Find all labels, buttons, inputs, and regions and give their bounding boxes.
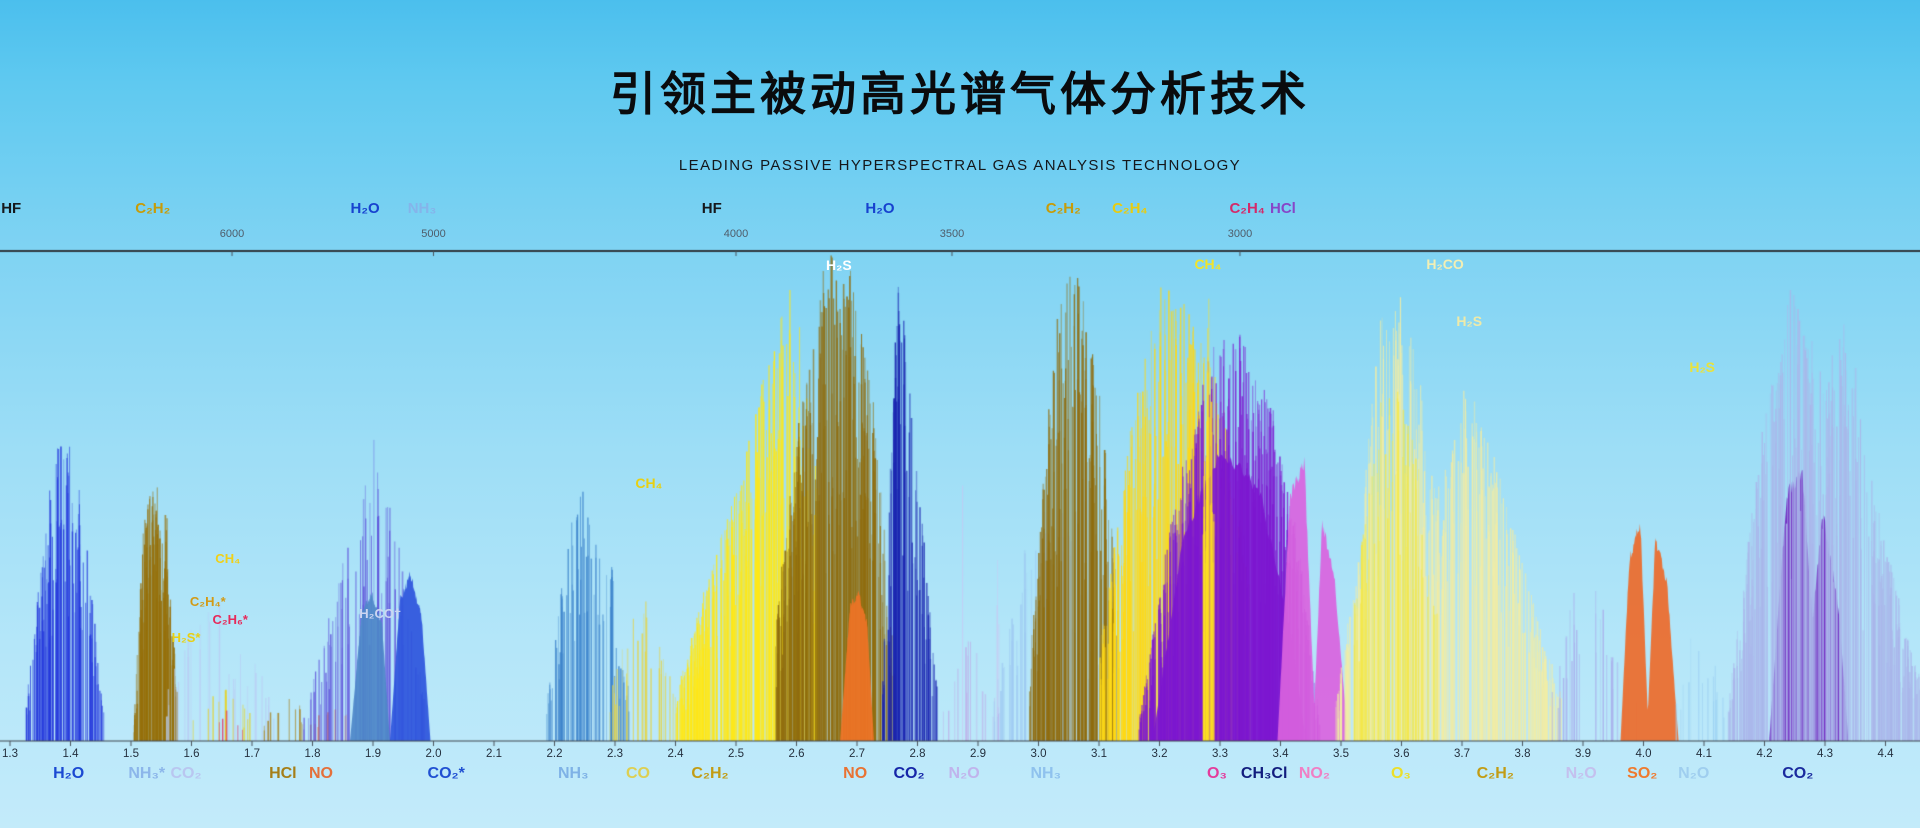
annotation-label: H₂S xyxy=(1689,359,1716,375)
bottom-gas-label: CH₃Cl xyxy=(1240,765,1288,782)
wavelength-tick-label: 2.8 xyxy=(909,748,926,760)
bottom-gas-label: C₂H₂ xyxy=(1476,765,1514,782)
bottom-gas-label: NH₃ xyxy=(1030,765,1062,782)
wavenumber-tick-label: 6000 xyxy=(219,228,245,240)
wavelength-tick-label: 2.4 xyxy=(667,748,684,760)
wavelength-tick-label: 2.0 xyxy=(425,748,442,760)
top-gas-label: C₂H₄ xyxy=(1112,200,1148,217)
top-gas-label: H₂O xyxy=(350,200,380,217)
page-title: 引领主被动高光谱气体分析技术 xyxy=(610,68,1310,120)
wavelength-tick-label: 2.7 xyxy=(849,748,865,760)
bottom-gas-label: N₂O xyxy=(948,765,980,782)
wavelength-tick-label: 1.4 xyxy=(62,748,79,760)
wavelength-tick-label: 2.5 xyxy=(728,748,744,760)
bottom-gas-label: CO₂ xyxy=(170,765,202,782)
top-gas-label: C₂H₂ xyxy=(135,200,171,217)
wavelength-tick-label: 3.9 xyxy=(1575,748,1591,760)
annotation-label: H₂S xyxy=(826,257,852,273)
wavelength-tick-label: 1.9 xyxy=(365,748,381,760)
wavelength-tick-label: 4.4 xyxy=(1877,748,1894,760)
annotation-label: H₂S xyxy=(1456,313,1483,329)
wavenumber-tick-label: 5000 xyxy=(421,228,446,240)
wavelength-tick-label: 3.5 xyxy=(1333,748,1349,760)
wavelength-tick-label: 1.8 xyxy=(304,748,321,760)
wavelength-tick-label: 3.1 xyxy=(1091,748,1107,760)
wavelength-tick-label: 3.8 xyxy=(1514,748,1531,760)
bottom-gas-label: NO xyxy=(308,765,333,782)
top-gas-label: HF xyxy=(701,200,722,217)
bottom-gas-label: O₃ xyxy=(1390,765,1411,782)
wavenumber-tick-label: 3000 xyxy=(1227,228,1253,240)
wavelength-tick-label: 1.5 xyxy=(123,748,139,760)
wavelength-tick-label: 2.1 xyxy=(486,748,502,760)
wavelength-tick-label: 4.1 xyxy=(1696,748,1712,760)
bottom-gas-label: CO₂ xyxy=(893,765,925,782)
wavelength-tick-label: 3.0 xyxy=(1030,748,1047,760)
annotation-label: H₂CO xyxy=(1426,256,1464,272)
bottom-gas-label: SO₂ xyxy=(1627,765,1658,782)
bottom-gas-label: CO xyxy=(625,765,650,782)
wavelength-tick-label: 2.2 xyxy=(546,748,563,760)
annotation-label: CH₄ xyxy=(1194,256,1222,272)
annotation-label: CH₄ xyxy=(215,551,241,566)
wavenumber-tick-label: 4000 xyxy=(723,228,749,240)
wavenumber-tick-label: 3500 xyxy=(939,228,965,240)
wavelength-tick-label: 1.6 xyxy=(183,748,200,760)
top-gas-label: C₂H₄ xyxy=(1229,200,1265,217)
annotation-label: H₂S* xyxy=(171,630,201,645)
bottom-gas-label: N₂O xyxy=(1678,765,1710,782)
wavelength-tick-label: 4.0 xyxy=(1635,748,1652,760)
wavelength-tick-label: 2.9 xyxy=(970,748,986,760)
wavelength-tick-label: 3.4 xyxy=(1272,748,1289,760)
wavelength-tick-label: 3.7 xyxy=(1454,748,1470,760)
top-gas-label: C₂H₂ xyxy=(1045,200,1081,217)
bottom-gas-label: NH₃ xyxy=(557,765,589,782)
wavelength-tick-label: 3.6 xyxy=(1393,748,1410,760)
top-gas-label: H₂O xyxy=(865,200,895,217)
annotation-label: CH₄ xyxy=(635,475,663,491)
wavelength-tick-label: 3.3 xyxy=(1212,748,1228,760)
wavelength-tick-label: 1.7 xyxy=(244,748,260,760)
wavelength-tick-label: 4.3 xyxy=(1817,748,1833,760)
bottom-gas-label: NO xyxy=(843,765,868,782)
page-subtitle: LEADING PASSIVE HYPERSPECTRAL GAS ANALYS… xyxy=(678,157,1242,174)
annotation-label: H₂CO† xyxy=(359,606,402,621)
wavelength-tick-label: 4.2 xyxy=(1756,748,1773,760)
top-gas-label: HF xyxy=(1,200,22,217)
bottom-gas-label: HCl xyxy=(269,765,297,782)
top-gas-label: HCl xyxy=(1269,200,1296,217)
bottom-gas-label: N₂O xyxy=(1565,765,1597,782)
bottom-gas-label: NH₃* xyxy=(128,765,166,782)
bottom-gas-label: H₂O xyxy=(53,765,85,782)
wavelength-tick-label: 1.3 xyxy=(2,748,18,760)
bottom-gas-label: CO₂ xyxy=(1782,765,1814,782)
wavelength-tick-label: 3.2 xyxy=(1151,748,1168,760)
wavelength-tick-label: 2.6 xyxy=(788,748,805,760)
annotation-label: C₂H₄* xyxy=(189,594,226,609)
bottom-gas-label: CO₂* xyxy=(427,765,465,782)
wavelength-tick-label: 2.3 xyxy=(607,748,623,760)
bottom-gas-label: O₃ xyxy=(1207,765,1227,782)
annotation-label: C₂H₆* xyxy=(212,612,248,627)
top-gas-label: NH₃ xyxy=(407,200,437,217)
bottom-gas-label: C₂H₂ xyxy=(691,765,729,782)
bottom-gas-label: NO₂ xyxy=(1298,765,1330,782)
